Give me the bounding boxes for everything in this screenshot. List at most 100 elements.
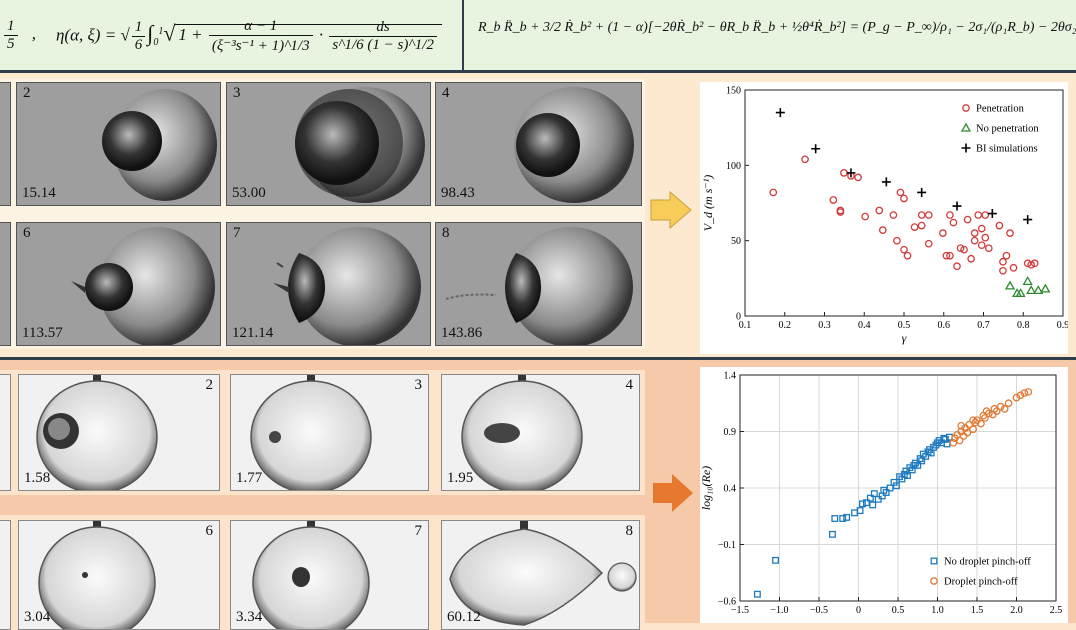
data-point xyxy=(952,201,962,211)
bottom-frame: 7 3.34 xyxy=(230,520,429,630)
data-point xyxy=(957,421,966,430)
x-tick-label: 0.8 xyxy=(1017,320,1030,331)
x-tick-label: 0.9 xyxy=(1057,320,1068,331)
frame-partial xyxy=(0,520,11,630)
data-point xyxy=(953,262,961,271)
data-point xyxy=(977,419,985,428)
data-point xyxy=(969,416,977,425)
data-point xyxy=(917,221,926,230)
bubble-image xyxy=(295,87,425,203)
frame-index: 6 xyxy=(23,225,31,241)
data-point xyxy=(831,515,839,522)
data-point xyxy=(900,194,908,203)
x-tick-label: 0.5 xyxy=(898,320,911,331)
frame-time: 143.86 xyxy=(441,325,483,341)
frame-time: 15.14 xyxy=(22,185,56,201)
data-point xyxy=(1023,259,1032,268)
data-point xyxy=(914,461,922,469)
data-point xyxy=(1033,285,1044,295)
legend-marker xyxy=(962,104,970,112)
y-tick-label: 100 xyxy=(726,161,741,172)
bubble-image xyxy=(514,87,634,203)
data-point xyxy=(949,438,958,447)
bottom-frame: 4 1.95 xyxy=(441,374,640,491)
data-point xyxy=(753,590,761,598)
data-point xyxy=(840,169,848,177)
legend-marker xyxy=(961,143,971,153)
top-frame: 7 121.14 xyxy=(226,222,431,346)
bottom-frame: 3 1.77 xyxy=(230,374,429,491)
data-point xyxy=(1020,389,1029,397)
y-tick-label: 1.4 xyxy=(724,371,737,382)
x-tick-label: 2.5 xyxy=(1050,605,1063,616)
x-tick-label: −0.5 xyxy=(810,605,828,616)
data-point xyxy=(969,425,977,434)
frame-time: 1.58 xyxy=(24,470,51,486)
legend-label: Penetration xyxy=(976,104,1025,115)
data-point xyxy=(1006,229,1014,237)
data-point xyxy=(946,211,954,219)
data-point xyxy=(904,472,911,480)
x-tick-label: 1.5 xyxy=(971,605,984,616)
data-point xyxy=(955,436,964,445)
data-point xyxy=(1040,283,1051,293)
data-point xyxy=(862,499,870,507)
data-point xyxy=(851,509,858,517)
data-point xyxy=(769,188,778,197)
data-point xyxy=(974,211,983,219)
frame-time: 1.77 xyxy=(236,470,263,486)
frame-partial xyxy=(0,222,11,346)
data-point xyxy=(992,407,1001,416)
pinch-off-scatter-plot: −1.5 −1.0 −0.5 0 0.5 1.0 1.5 2.0 2.5 −0.6 −0.1 0.4 0… xyxy=(699,371,1063,630)
x-tick-label: 0 xyxy=(856,605,861,616)
data-point xyxy=(981,414,989,422)
data-point xyxy=(981,233,990,242)
frame-index: 6 xyxy=(205,523,214,539)
y-tick-label: 0.9 xyxy=(724,427,737,438)
y-tick-label: −0.6 xyxy=(718,597,736,608)
top-frame: 6 113.57 xyxy=(16,222,221,346)
data-point xyxy=(910,223,919,231)
data-point xyxy=(1004,399,1013,408)
data-point xyxy=(908,466,916,474)
arrow-right-icon xyxy=(653,474,693,512)
data-point xyxy=(963,215,972,224)
x-tick-label: 0.5 xyxy=(892,605,905,616)
droplet-image xyxy=(449,521,637,626)
frame-index: 7 xyxy=(414,523,423,539)
data-point xyxy=(843,513,851,521)
x-tick-label: 2.0 xyxy=(1010,605,1023,616)
data-point xyxy=(1004,280,1016,290)
data-point xyxy=(965,420,973,429)
droplet-image xyxy=(461,375,583,490)
frame-time: 3.04 xyxy=(24,609,51,625)
top-frame: 2 15.14 xyxy=(16,82,221,206)
data-point xyxy=(970,229,979,237)
eta-equation: η(α, ξ) = √ 1 6 ∫01√ 1 + α − 1 (ξ⁻³s⁻¹ + 1)^1… xyxy=(56,18,442,55)
bottom-frame: 8 60.12 xyxy=(441,520,640,630)
y-tick-label: −0.1 xyxy=(718,540,736,551)
data-point xyxy=(839,515,847,522)
frame-time: 121.14 xyxy=(232,325,274,341)
y-axis-label: log₁₀(Re) xyxy=(700,466,713,510)
data-point xyxy=(889,211,898,219)
bottom-frame: 2 1.58 xyxy=(18,374,220,491)
data-point xyxy=(977,224,986,233)
frame-index: 7 xyxy=(233,225,241,241)
data-point xyxy=(917,187,927,197)
data-point xyxy=(956,244,965,253)
bubble-image xyxy=(445,227,633,345)
data-point xyxy=(918,457,926,465)
y-tick-label: 50 xyxy=(731,236,741,247)
data-point xyxy=(996,402,1005,411)
frame-time: 3.34 xyxy=(236,609,263,625)
data-point xyxy=(811,144,821,154)
data-point xyxy=(846,168,856,178)
y-tick-label: 150 xyxy=(726,86,741,97)
data-point xyxy=(924,239,933,248)
x-tick-label: −1.5 xyxy=(731,605,749,616)
y-axis-label: V_d (m s⁻¹) xyxy=(701,175,715,232)
data-point xyxy=(882,489,890,496)
